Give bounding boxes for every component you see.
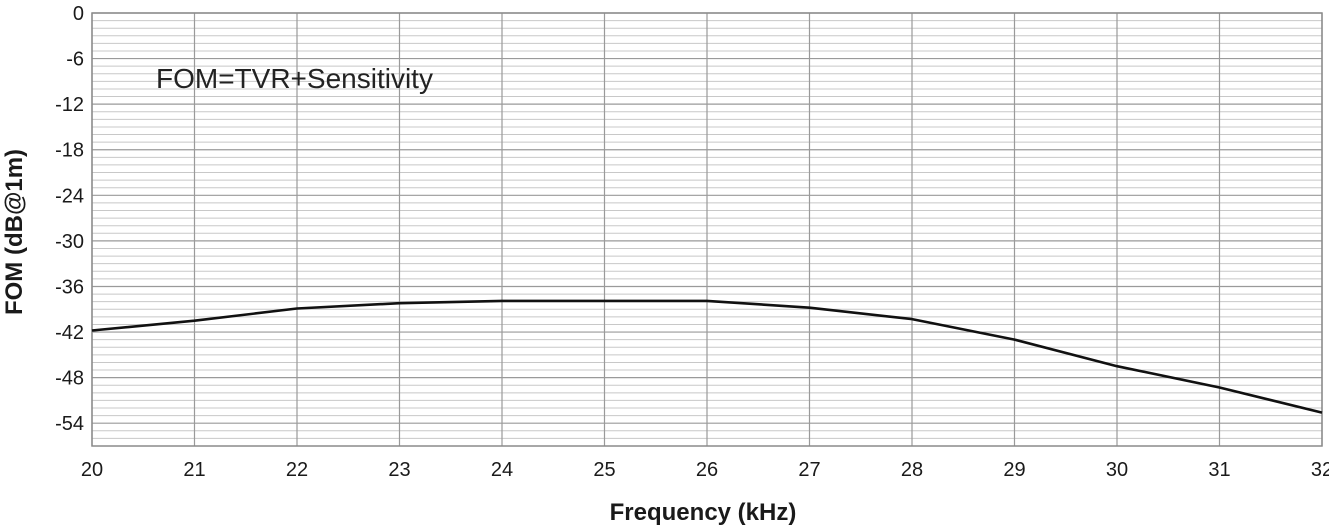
series-group <box>91 299 1323 414</box>
x-tick-label: 32 <box>1311 459 1329 481</box>
chart-grid <box>91 12 1323 447</box>
chart-annotation: FOM=TVR+Sensitivity <box>156 63 433 94</box>
y-tick-label: -18 <box>55 140 84 162</box>
y-axis-label: FOM (dB@1m) <box>1 149 28 315</box>
y-tick-labels: 0 -6 -12 -18 -24 -30 -36 -42 -48 -54 <box>55 3 84 435</box>
y-tick-label: -30 <box>55 231 84 253</box>
y-tick-label: -48 <box>55 368 84 390</box>
x-tick-labels: 20 21 22 23 24 25 26 27 28 29 30 31 32 <box>81 459 1329 481</box>
x-tick-label: 30 <box>1106 459 1128 481</box>
series-line <box>91 299 1323 414</box>
x-tick-label: 22 <box>286 459 308 481</box>
x-tick-label: 25 <box>593 459 615 481</box>
x-tick-label: 31 <box>1208 459 1230 481</box>
x-tick-label: 27 <box>798 459 820 481</box>
x-tick-label: 20 <box>81 459 103 481</box>
x-axis-label: Frequency (kHz) <box>610 499 797 526</box>
y-tick-label: 0 <box>73 3 84 25</box>
y-tick-label: -12 <box>55 94 84 116</box>
x-tick-label: 24 <box>491 459 513 481</box>
x-tick-label: 21 <box>183 459 205 481</box>
y-tick-label: -6 <box>66 49 84 71</box>
plot-border <box>91 12 1323 447</box>
y-tick-label: -24 <box>55 185 84 207</box>
x-tick-label: 26 <box>696 459 718 481</box>
y-tick-label: -42 <box>55 322 84 344</box>
x-tick-label: 29 <box>1003 459 1025 481</box>
x-tick-label: 28 <box>901 459 923 481</box>
x-tick-label: 23 <box>388 459 410 481</box>
y-tick-label: -36 <box>55 276 84 298</box>
y-tick-label: -54 <box>55 413 84 435</box>
